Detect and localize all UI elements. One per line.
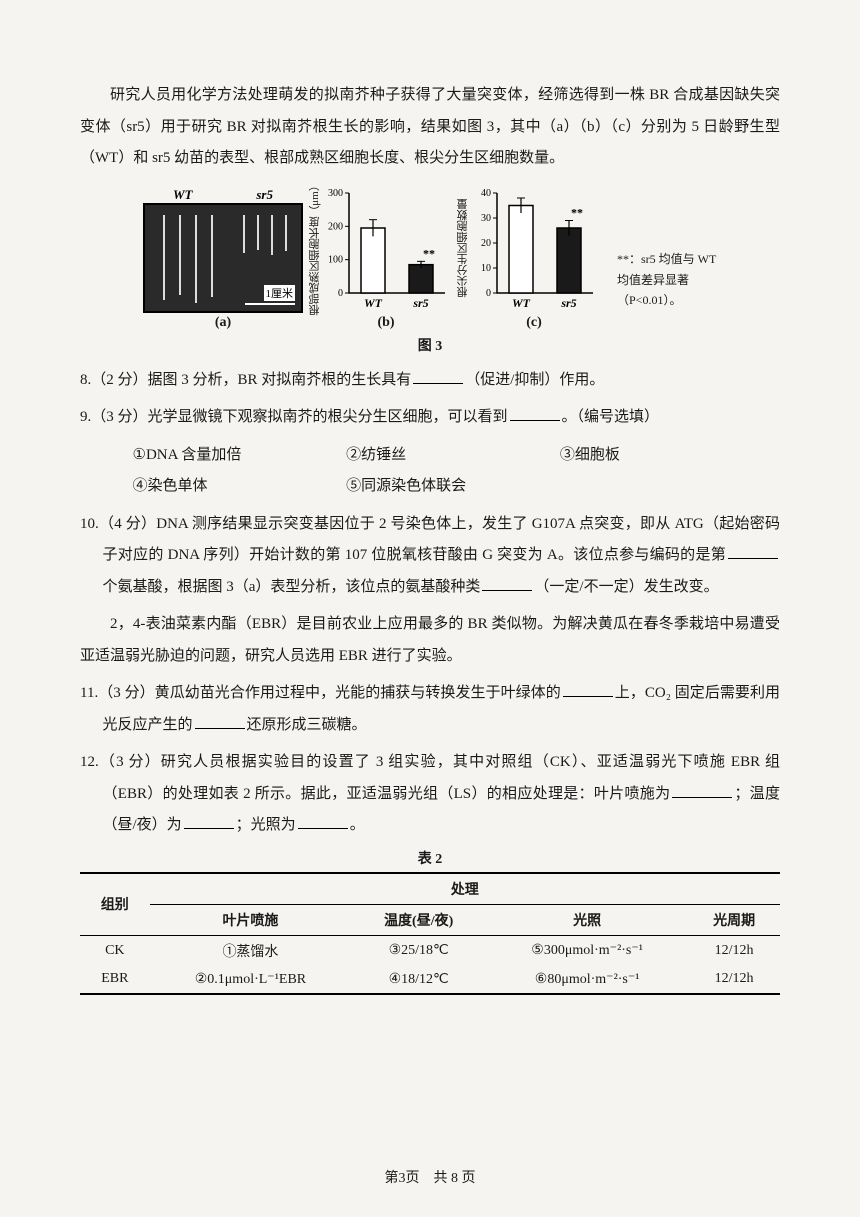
chart-c: 根尖分生区细胞数量 010203040WTsr5** <box>469 183 599 313</box>
sr5-label: sr5 <box>256 187 273 203</box>
wt-label: WT <box>173 187 193 203</box>
chart-b-ylabel: 根部成熟区细胞长度（μm） <box>307 180 323 315</box>
q10-blank-2[interactable] <box>482 576 532 591</box>
th-period: 光周期 <box>688 904 780 935</box>
q11-post: 还原形成三碳糖。 <box>247 717 367 733</box>
q11-blank-2[interactable] <box>195 714 245 729</box>
q9-opt-1: ①DNA 含量加倍 <box>133 440 347 472</box>
svg-text:0: 0 <box>486 288 491 299</box>
cell-ck-period: 12/12h <box>688 935 780 966</box>
chart-b: 根部成熟区细胞长度（μm） 0100200300WTsr5** <box>321 183 451 313</box>
question-12: 12.（3 分）研究人员根据实验目的设置了 3 组实验，其中对照组（CK）、亚适… <box>80 747 780 842</box>
panel-b: 根部成熟区细胞长度（μm） 0100200300WTsr5** (b) <box>321 183 451 331</box>
seedling-photo: WT sr5 1厘米 <box>143 203 303 313</box>
cell-ebr-temp: ④18/12℃ <box>351 966 486 994</box>
cell-ebr-light: ⑥80μmol·m⁻²·s⁻¹ <box>486 966 688 994</box>
th-spray: 叶片喷施 <box>150 904 352 935</box>
cell-ebr-period: 12/12h <box>688 966 780 994</box>
q9-options: ①DNA 含量加倍 ②纺锤丝 ③细胞板 ④染色单体 ⑤同源染色体联会 <box>80 440 780 503</box>
intro-paragraph: 研究人员用化学方法处理萌发的拟南芥种子获得了大量突变体，经筛选得到一株 BR 合… <box>80 80 780 175</box>
question-11: 11.（3 分）黄瓜幼苗光合作用过程中，光能的捕获与转换发生于叶绿体的上，CO₂… <box>80 678 780 741</box>
question-10: 10.（4 分）DNA 测序结果显示突变基因位于 2 号染色体上，发生了 G10… <box>80 509 780 604</box>
q12-blank-1[interactable] <box>672 783 732 798</box>
chart-c-ylabel: 根尖分生区细胞数量 <box>455 198 471 297</box>
svg-text:40: 40 <box>481 188 491 199</box>
cell-ebr-g: EBR <box>80 966 150 994</box>
svg-text:WT: WT <box>364 296 383 310</box>
q8-blank[interactable] <box>413 369 463 384</box>
q12-blank-2[interactable] <box>184 814 234 829</box>
q9-opt-4: ④染色单体 <box>133 471 347 503</box>
cell-ck-spray: ①蒸馏水 <box>150 935 352 966</box>
q12-blank-3[interactable] <box>298 814 348 829</box>
th-group: 组别 <box>80 873 150 936</box>
cell-ck-light: ⑤300μmol·m⁻²·s⁻¹ <box>486 935 688 966</box>
cell-ebr-spray: ②0.1μmol·L⁻¹EBR <box>150 966 352 994</box>
q10-mid1: 个氨基酸，根据图 3（a）表型分析，该位点的氨基酸种类 <box>103 579 481 595</box>
q9-opt-3: ③细胞板 <box>560 440 774 472</box>
svg-text:30: 30 <box>481 213 491 224</box>
th-temp: 温度(昼/夜) <box>351 904 486 935</box>
q11-pre: 11.（3 分）黄瓜幼苗光合作用过程中，光能的捕获与转换发生于叶绿体的 <box>80 685 561 701</box>
q8-post: （促进/抑制）作用。 <box>465 372 604 388</box>
cell-ck-g: CK <box>80 935 150 966</box>
q9-blank[interactable] <box>510 406 560 421</box>
q11-blank-1[interactable] <box>563 682 613 697</box>
svg-text:100: 100 <box>328 254 343 265</box>
q9-pre: 9.（3 分）光学显微镜下观察拟南芥的根尖分生区细胞，可以看到 <box>80 409 508 425</box>
q12-post: 。 <box>350 817 365 833</box>
svg-text:sr5: sr5 <box>412 296 428 310</box>
question-8: 8.（2 分）据图 3 分析，BR 对拟南芥根的生长具有 （促进/抑制）作用。 <box>80 365 780 397</box>
panel-b-label: (b) <box>321 315 451 331</box>
th-treat: 处理 <box>150 873 780 905</box>
table-row: EBR ②0.1μmol·L⁻¹EBR ④18/12℃ ⑥80μmol·m⁻²·… <box>80 966 780 994</box>
page-footer: 第3页 共 8 页 <box>0 1167 860 1187</box>
table-row: CK ①蒸馏水 ③25/18℃ ⑤300μmol·m⁻²·s⁻¹ 12/12h <box>80 935 780 966</box>
q9-post: 。（编号选填） <box>562 409 660 425</box>
intro-paragraph-2: 2，4-表油菜素内酯（EBR）是目前农业上应用最多的 BR 类似物。为解决黄瓜在… <box>80 609 780 672</box>
cell-ck-temp: ③25/18℃ <box>351 935 486 966</box>
q12-mid2: ；光照为 <box>236 817 296 833</box>
panel-a-label: (a) <box>143 315 303 331</box>
table-2: 组别 处理 叶片喷施 温度(昼/夜) 光照 光周期 CK ①蒸馏水 ③25/18… <box>80 872 780 995</box>
svg-text:**: ** <box>423 246 435 260</box>
q10-line1: 10.（4 分）DNA 测序结果显示突变基因位于 2 号染色体上，发生了 G10… <box>80 516 780 564</box>
significance-note: **：sr5 均值与 WT 均值差异显著（P<0.01）。 <box>617 249 717 330</box>
q9-opt-5: ⑤同源染色体联会 <box>346 471 560 503</box>
q10-blank-1[interactable] <box>728 544 778 559</box>
table-caption: 表 2 <box>80 848 780 868</box>
panel-a: WT sr5 1厘米 (a) <box>143 203 303 331</box>
question-9: 9.（3 分）光学显微镜下观察拟南芥的根尖分生区细胞，可以看到 。（编号选填） <box>80 402 780 434</box>
svg-text:300: 300 <box>328 188 343 199</box>
scale-bar: 1厘米 <box>264 285 296 301</box>
figure-3: WT sr5 1厘米 (a) 根部成熟区细胞长度（μm） 0100200300W… <box>80 183 780 331</box>
svg-text:200: 200 <box>328 221 343 232</box>
svg-text:sr5: sr5 <box>560 296 576 310</box>
q10-post: （一定/不一定）发生改变。 <box>534 579 718 595</box>
svg-text:WT: WT <box>512 296 531 310</box>
q8-pre: 8.（2 分）据图 3 分析，BR 对拟南芥根的生长具有 <box>80 372 411 388</box>
svg-text:20: 20 <box>481 238 491 249</box>
svg-text:**: ** <box>571 205 583 219</box>
figure-caption: 图 3 <box>80 335 780 355</box>
q9-opt-2: ②纺锤丝 <box>346 440 560 472</box>
svg-text:0: 0 <box>338 288 343 299</box>
svg-text:10: 10 <box>481 263 491 274</box>
th-light: 光照 <box>486 904 688 935</box>
panel-c-label: (c) <box>469 315 599 331</box>
panel-c: 根尖分生区细胞数量 010203040WTsr5** (c) <box>469 183 599 331</box>
